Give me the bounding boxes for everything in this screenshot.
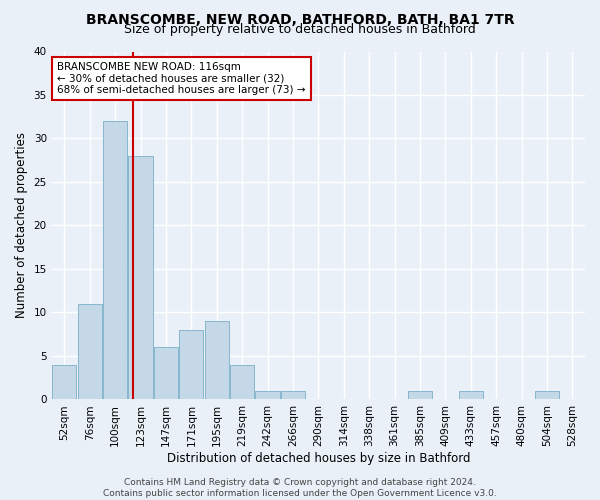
Bar — [281, 391, 305, 400]
Bar — [408, 391, 432, 400]
Bar — [458, 391, 483, 400]
Text: Size of property relative to detached houses in Bathford: Size of property relative to detached ho… — [124, 22, 476, 36]
Bar — [256, 391, 280, 400]
Y-axis label: Number of detached properties: Number of detached properties — [15, 132, 28, 318]
Bar — [52, 364, 76, 400]
Bar — [230, 364, 254, 400]
Bar — [205, 321, 229, 400]
Bar — [535, 391, 559, 400]
X-axis label: Distribution of detached houses by size in Bathford: Distribution of detached houses by size … — [167, 452, 470, 465]
Text: Contains HM Land Registry data © Crown copyright and database right 2024.
Contai: Contains HM Land Registry data © Crown c… — [103, 478, 497, 498]
Bar — [103, 121, 127, 400]
Bar — [128, 156, 152, 400]
Bar — [179, 330, 203, 400]
Bar — [77, 304, 102, 400]
Bar — [154, 348, 178, 400]
Text: BRANSCOMBE, NEW ROAD, BATHFORD, BATH, BA1 7TR: BRANSCOMBE, NEW ROAD, BATHFORD, BATH, BA… — [86, 12, 514, 26]
Text: BRANSCOMBE NEW ROAD: 116sqm
← 30% of detached houses are smaller (32)
68% of sem: BRANSCOMBE NEW ROAD: 116sqm ← 30% of det… — [57, 62, 305, 95]
